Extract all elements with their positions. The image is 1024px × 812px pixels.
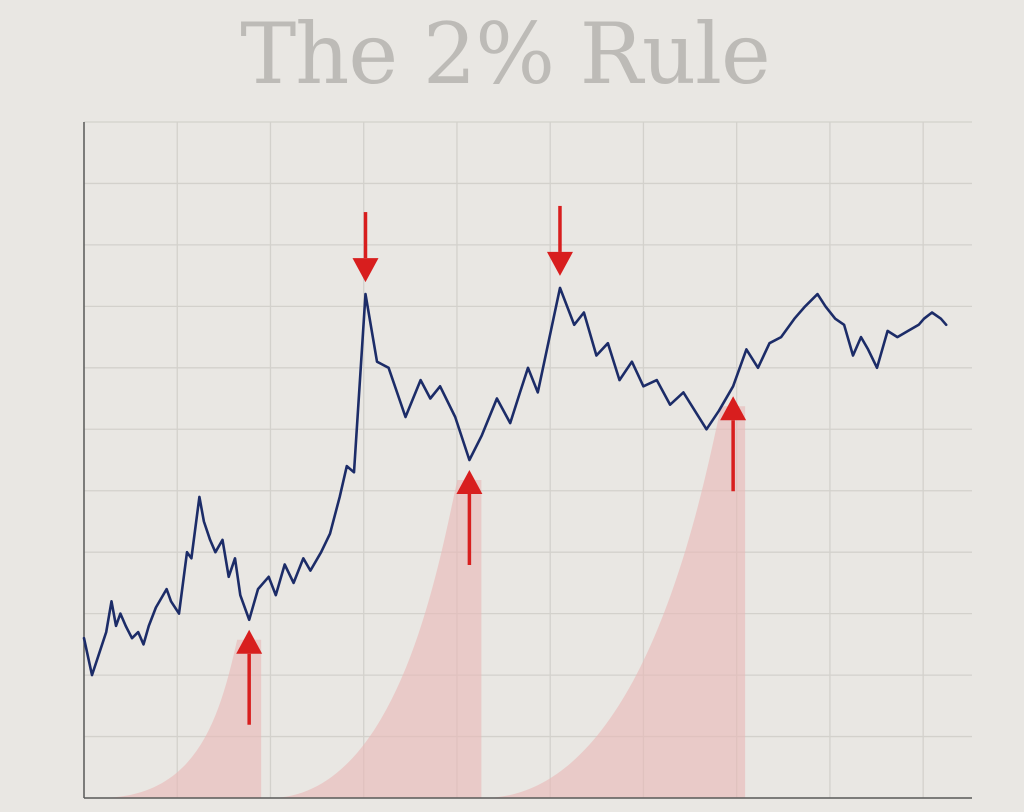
shaded-regions — [99, 406, 746, 798]
peak-arrow — [352, 212, 379, 283]
chart-title: The 2% Rule — [240, 5, 770, 103]
trough-shade — [269, 480, 482, 798]
axes — [83, 122, 972, 799]
price-series — [82, 286, 948, 677]
arrow-head — [720, 396, 747, 421]
trough-arrow — [236, 629, 263, 725]
markers — [236, 205, 747, 725]
trough-arrow — [456, 470, 483, 565]
gridlines — [83, 121, 972, 799]
trough-arrow — [720, 396, 747, 492]
trough-shade — [99, 639, 262, 798]
peak-arrow — [546, 205, 573, 276]
trough-shade — [483, 406, 746, 798]
arrow-head — [236, 629, 263, 654]
arrow-head — [352, 258, 379, 283]
arrow-head — [546, 251, 573, 276]
arrow-head — [456, 470, 483, 494]
price-line — [82, 286, 948, 677]
